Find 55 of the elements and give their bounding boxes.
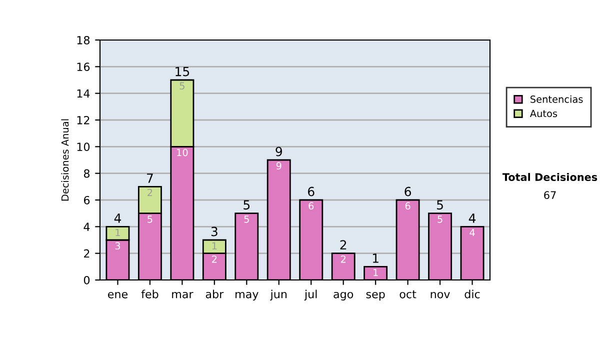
data-label: 5 bbox=[438, 216, 442, 223]
total-label: 1 bbox=[372, 254, 378, 263]
x-tick-label: jul bbox=[304, 290, 317, 300]
data-label: 1 bbox=[374, 268, 378, 276]
y-tick-label: 10 bbox=[77, 142, 90, 152]
y-tick-label: 2 bbox=[84, 249, 90, 258]
data-label: 1 bbox=[116, 228, 120, 236]
x-tick-label: ene bbox=[108, 292, 128, 298]
legend-label: Autos bbox=[530, 110, 558, 118]
data-label: 5 bbox=[148, 216, 152, 223]
text: 67 bbox=[544, 191, 556, 200]
y-tick-label: 0 bbox=[84, 276, 90, 284]
x-tick-label: may bbox=[236, 292, 258, 300]
total-label: 2 bbox=[340, 240, 346, 250]
data-label: 6 bbox=[405, 202, 410, 210]
data-label: 6 bbox=[308, 202, 314, 210]
data-label: 5 bbox=[244, 216, 249, 223]
total-label: 5 bbox=[437, 200, 443, 210]
total-label: 4 bbox=[114, 214, 122, 223]
total-label: 9 bbox=[276, 146, 282, 156]
x-tick-label: nov bbox=[430, 292, 450, 298]
data-label: 1 bbox=[212, 242, 217, 250]
data-label: 10 bbox=[177, 148, 188, 156]
total-label: 4 bbox=[468, 214, 476, 223]
x-tick-label: sep bbox=[366, 292, 385, 300]
text: Total Decisiones bbox=[502, 172, 598, 182]
data-label: 9 bbox=[276, 162, 282, 170]
data-label: 3 bbox=[115, 242, 120, 250]
y-tick-label: 12 bbox=[77, 116, 90, 124]
data-label: 2 bbox=[212, 256, 217, 263]
y-tick-label: 14 bbox=[77, 89, 90, 98]
y-tick-label: 6 bbox=[84, 196, 90, 204]
y-axis-title: Decisiones Anual bbox=[61, 119, 69, 201]
data-label: 2 bbox=[340, 256, 346, 263]
x-tick-label: abr bbox=[206, 290, 224, 298]
data-label: 2 bbox=[148, 188, 152, 196]
y-tick-label: 4 bbox=[84, 222, 90, 231]
y-tick-label: 16 bbox=[77, 62, 90, 72]
data-label: 5 bbox=[180, 82, 184, 90]
x-tick-label: jun bbox=[270, 290, 287, 300]
data-label: 4 bbox=[470, 228, 475, 236]
x-tick-label: ago bbox=[334, 292, 354, 300]
total-label: 5 bbox=[244, 200, 250, 210]
x-tick-label: feb bbox=[141, 290, 158, 298]
legend-label: Sentencias bbox=[530, 95, 583, 103]
y-tick-label: 8 bbox=[84, 169, 90, 178]
y-tick-label: 18 bbox=[77, 36, 90, 44]
x-tick-label: dic bbox=[464, 290, 480, 298]
x-tick-label: oct bbox=[400, 290, 416, 298]
total-label: 7 bbox=[147, 174, 153, 183]
total-label: 6 bbox=[308, 186, 314, 196]
total-label: 15 bbox=[176, 66, 190, 76]
total-label: 6 bbox=[404, 186, 411, 196]
x-tick-label: mar bbox=[172, 292, 194, 298]
total-label: 3 bbox=[211, 226, 218, 236]
